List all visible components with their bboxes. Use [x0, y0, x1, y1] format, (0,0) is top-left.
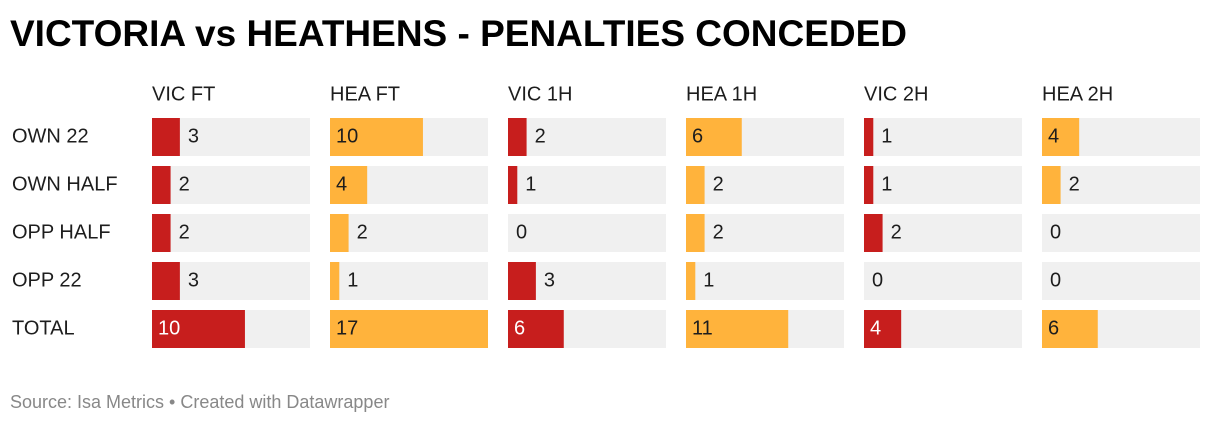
row-label: OPP 22	[12, 269, 82, 291]
value-label: 4	[870, 317, 881, 339]
value-label: 2	[179, 173, 190, 195]
value-label: 4	[336, 173, 347, 195]
value-label: 1	[525, 173, 536, 195]
bar	[330, 214, 349, 252]
value-label: 1	[881, 173, 892, 195]
value-label: 3	[544, 269, 555, 291]
bar	[152, 118, 180, 156]
row-label: OWN 22	[12, 125, 89, 147]
value-label: 11	[692, 317, 713, 339]
row-label: TOTAL	[12, 317, 75, 339]
column-header: HEA 1H	[686, 83, 757, 105]
value-label: 2	[179, 221, 190, 243]
value-label: 1	[347, 269, 358, 291]
bar	[686, 214, 705, 252]
bar	[508, 118, 527, 156]
cell-background	[152, 166, 310, 204]
bar	[1042, 166, 1061, 204]
cell-background	[686, 262, 844, 300]
bar	[152, 262, 180, 300]
bar	[152, 166, 171, 204]
bar	[686, 118, 742, 156]
bar	[152, 310, 245, 348]
footer: Source: Isa Metrics • Created with Dataw…	[10, 392, 389, 412]
bar	[330, 310, 488, 348]
value-label: 1	[881, 125, 892, 147]
cell-background	[864, 262, 1022, 300]
bar	[864, 310, 902, 348]
bar	[330, 118, 423, 156]
value-label: 2	[357, 221, 368, 243]
value-label: 2	[891, 221, 902, 243]
value-label: 3	[188, 269, 199, 291]
bar	[686, 310, 789, 348]
cell-background	[864, 118, 1022, 156]
bar	[686, 262, 696, 300]
cell-background	[152, 214, 310, 252]
chart-title: VICTORIA vs HEATHENS - PENALTIES CONCEDE…	[10, 13, 907, 54]
value-label: 6	[692, 125, 703, 147]
value-label: 4	[1048, 125, 1059, 147]
cell-background	[508, 214, 666, 252]
cell-background	[330, 262, 488, 300]
cell-background	[330, 214, 488, 252]
value-label: 6	[1048, 317, 1059, 339]
bar	[686, 166, 705, 204]
bar	[864, 166, 874, 204]
column-header: HEA FT	[330, 83, 400, 105]
cell-background	[864, 214, 1022, 252]
value-label: 0	[516, 221, 527, 243]
cell-background	[864, 166, 1022, 204]
bar	[330, 166, 368, 204]
cell-background	[686, 214, 844, 252]
row-label: OPP HALF	[12, 221, 111, 243]
value-label: 17	[336, 317, 358, 339]
value-label: 10	[336, 125, 358, 147]
value-label: 10	[158, 317, 180, 339]
value-label: 2	[1069, 173, 1080, 195]
value-label: 0	[1050, 221, 1061, 243]
cell-background	[1042, 214, 1200, 252]
value-label: 2	[535, 125, 546, 147]
value-label: 0	[1050, 269, 1061, 291]
value-label: 6	[514, 317, 525, 339]
cell-background	[1042, 262, 1200, 300]
bar	[508, 310, 564, 348]
bar	[330, 262, 340, 300]
value-label: 0	[872, 269, 883, 291]
cell-background	[508, 118, 666, 156]
value-label: 2	[713, 221, 724, 243]
cell-background	[686, 166, 844, 204]
column-header: HEA 2H	[1042, 83, 1113, 105]
bar	[152, 214, 171, 252]
value-label: 2	[713, 173, 724, 195]
column-header: VIC 2H	[864, 83, 928, 105]
bar	[1042, 310, 1098, 348]
cell-background	[508, 166, 666, 204]
value-label: 1	[703, 269, 714, 291]
row-label: OWN HALF	[12, 173, 118, 195]
value-label: 3	[188, 125, 199, 147]
bar	[508, 262, 536, 300]
bar	[864, 118, 874, 156]
bar	[864, 214, 883, 252]
column-header: VIC FT	[152, 83, 215, 105]
bar	[508, 166, 518, 204]
column-header: VIC 1H	[508, 83, 572, 105]
cell-background	[1042, 166, 1200, 204]
bar	[1042, 118, 1080, 156]
